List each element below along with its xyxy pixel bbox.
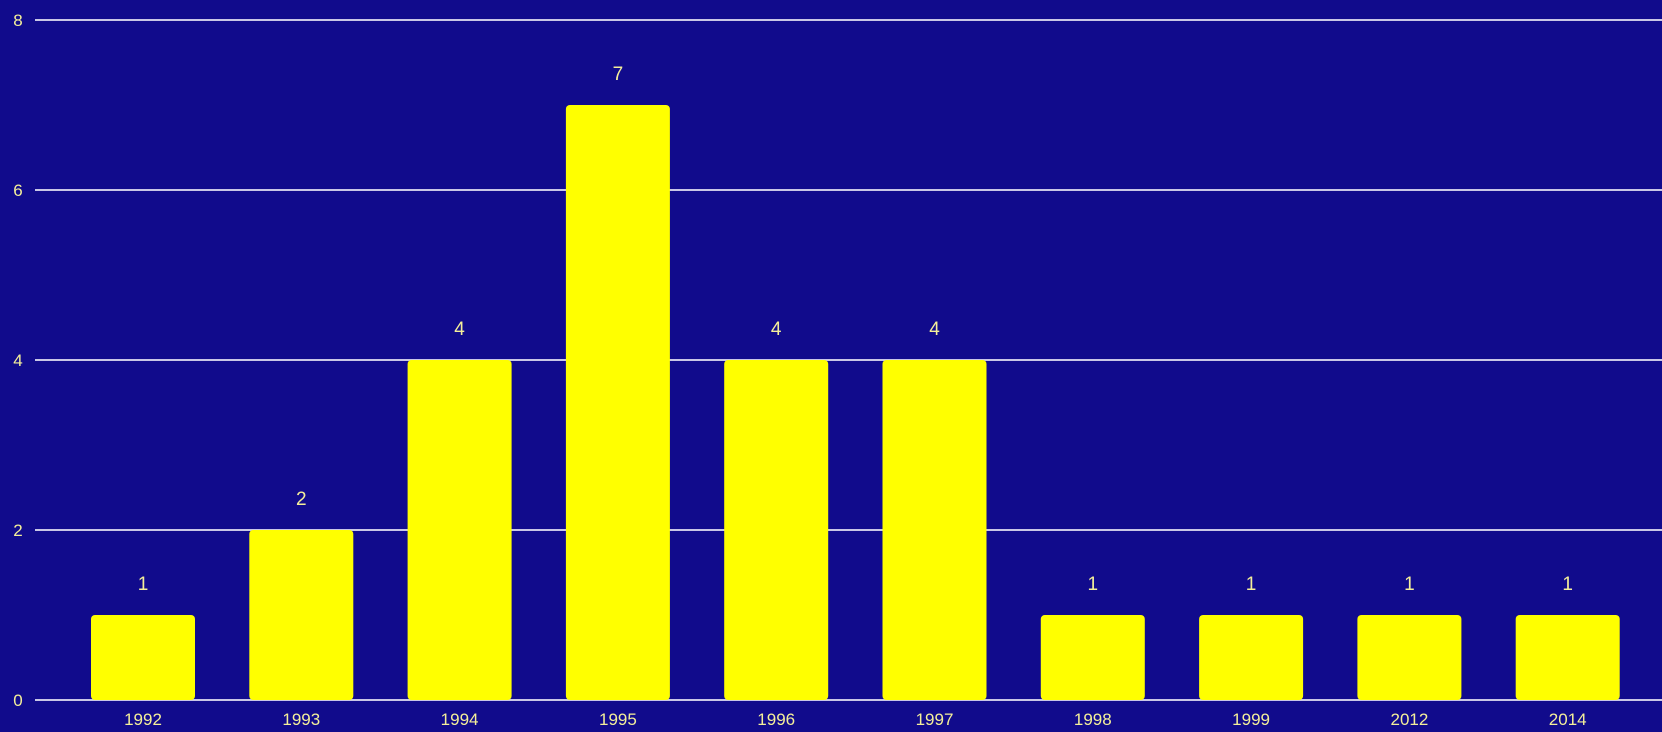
- bar-data-label: 1: [1246, 574, 1257, 595]
- bar: [91, 615, 195, 700]
- bar-data-label: 1: [1088, 574, 1099, 595]
- bar: [1357, 615, 1462, 700]
- x-tick-label: 1999: [1232, 710, 1270, 729]
- y-tick-label: 2: [13, 521, 22, 540]
- bar: [407, 360, 512, 700]
- y-tick-label: 4: [13, 351, 22, 370]
- y-tick-label: 8: [13, 11, 22, 30]
- bar-data-label: 4: [771, 319, 782, 340]
- bar: [1515, 615, 1620, 700]
- bar: [724, 360, 829, 700]
- x-tick-label: 1992: [124, 710, 162, 729]
- bar-data-label: 2: [296, 489, 307, 510]
- bar-data-label: 1: [1562, 574, 1573, 595]
- bar: [249, 530, 354, 700]
- x-tick-label: 2012: [1390, 710, 1428, 729]
- bar-data-label: 7: [613, 64, 624, 85]
- bar: [1040, 615, 1145, 700]
- bar: [882, 360, 987, 700]
- x-tick-label: 1993: [282, 710, 320, 729]
- y-tick-label: 0: [13, 691, 22, 710]
- bar-layer: [91, 105, 1620, 700]
- bar: [1199, 615, 1304, 700]
- label-layer: 1 2 4 7 4 4 1 1 1 1: [138, 64, 1573, 595]
- x-tick-label: 1994: [441, 710, 479, 729]
- bar-data-label: 4: [929, 319, 940, 340]
- x-tick-label: 2014: [1549, 710, 1587, 729]
- bar-data-label: 1: [1404, 574, 1415, 595]
- bar-data-label: 4: [454, 319, 465, 340]
- x-tick-label: 1997: [916, 710, 954, 729]
- y-axis-layer: 0 2 4 6 8: [13, 11, 22, 710]
- x-axis-layer: 1992 1993 1994 1995 1996 1997 1998 1999 2012 2014: [124, 710, 1587, 729]
- x-tick-label: 1995: [599, 710, 637, 729]
- y-tick-label: 6: [13, 181, 22, 200]
- bar: [565, 105, 670, 700]
- bar-data-label: 1: [138, 574, 149, 595]
- x-tick-label: 1996: [757, 710, 795, 729]
- x-tick-label: 1998: [1074, 710, 1112, 729]
